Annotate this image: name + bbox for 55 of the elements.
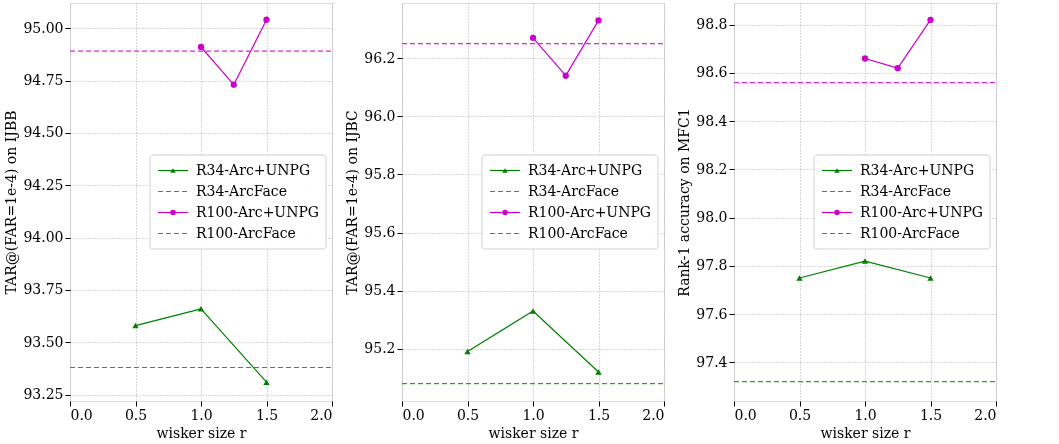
y-tick-label: 93.75 <box>23 281 64 298</box>
legend-label: R100-ArcFace <box>860 224 960 241</box>
y-tick-label: 95.4 <box>364 282 396 299</box>
x-tick-label: 0.0 <box>70 406 93 423</box>
y-tick-label: 97.4 <box>696 353 728 370</box>
x-tick-label: 0.5 <box>456 406 480 423</box>
legend-label: R34-ArcFace <box>196 182 287 199</box>
x-axis-title: wisker size r <box>156 424 247 441</box>
x-axis-title: wisker size r <box>820 424 911 441</box>
y-tick-label: 94.50 <box>23 124 64 141</box>
y-tick-label: 95.6 <box>364 224 396 240</box>
y-tick-label: 96.0 <box>364 107 396 124</box>
legend-label: R34-ArcFace <box>860 182 951 199</box>
x-tick-label: 1.5 <box>587 406 611 423</box>
x-axis-title: wisker size r <box>488 424 579 441</box>
y-tick-label: 95.8 <box>364 165 396 182</box>
y-axis-title: TAR@(FAR=1e-4) on IJBB <box>3 110 20 295</box>
y-tick-label: 94.25 <box>23 176 64 193</box>
x-tick-label: 1.0 <box>854 406 877 423</box>
x-tick-label: 2.0 <box>642 406 665 423</box>
x-tick-label: 0.0 <box>402 406 425 423</box>
y-tick-label: 98.4 <box>696 112 728 129</box>
y-tick-label: 97.8 <box>696 257 728 274</box>
x-tick-label: 0.5 <box>788 406 812 423</box>
y-tick-label: 98.8 <box>696 16 728 33</box>
x-tick-label: 2.0 <box>974 406 997 423</box>
y-tick-label: 96.2 <box>364 49 396 66</box>
y-tick-label: 93.25 <box>23 386 64 403</box>
x-tick-label: 2.0 <box>310 406 333 423</box>
legend-label: R34-Arc+UNPG <box>528 161 643 178</box>
x-tick-label: 0.5 <box>124 406 148 423</box>
legend-label: R34-Arc+UNPG <box>860 161 975 178</box>
y-axis-title: Rank-1 accuracy on MFC1 <box>676 108 693 297</box>
legend-label: R100-ArcFace <box>196 224 296 241</box>
legend-label: R100-Arc+UNPG <box>528 203 652 220</box>
x-tick-label: 0.0 <box>734 406 757 423</box>
legend-label: R100-ArcFace <box>528 224 628 241</box>
y-tick-label: 95.00 <box>23 19 64 36</box>
y-tick-label: 93.50 <box>23 333 64 350</box>
x-tick-label: 1.0 <box>190 406 213 423</box>
y-tick-label: 94.75 <box>23 72 64 89</box>
x-tick-label: 1.5 <box>919 406 943 423</box>
y-tick-label: 94.00 <box>23 229 64 246</box>
y-tick-label: 98.0 <box>696 209 728 226</box>
y-tick-label: 98.2 <box>696 160 728 177</box>
legend-label: R100-Arc+UNPG <box>860 203 984 220</box>
legend-label: R100-Arc+UNPG <box>196 203 320 220</box>
y-tick-label: 97.6 <box>696 305 728 322</box>
y-axis-title: TAR@(FAR=1e-4) on IJBC <box>344 110 361 295</box>
x-tick-label: 1.0 <box>522 406 545 423</box>
legend-label: R34-Arc+UNPG <box>196 161 311 178</box>
x-tick-label: 1.5 <box>255 406 279 423</box>
y-tick-label: 98.6 <box>696 64 728 81</box>
y-tick-label: 95.2 <box>364 340 396 357</box>
legend-label: R34-ArcFace <box>528 182 619 199</box>
